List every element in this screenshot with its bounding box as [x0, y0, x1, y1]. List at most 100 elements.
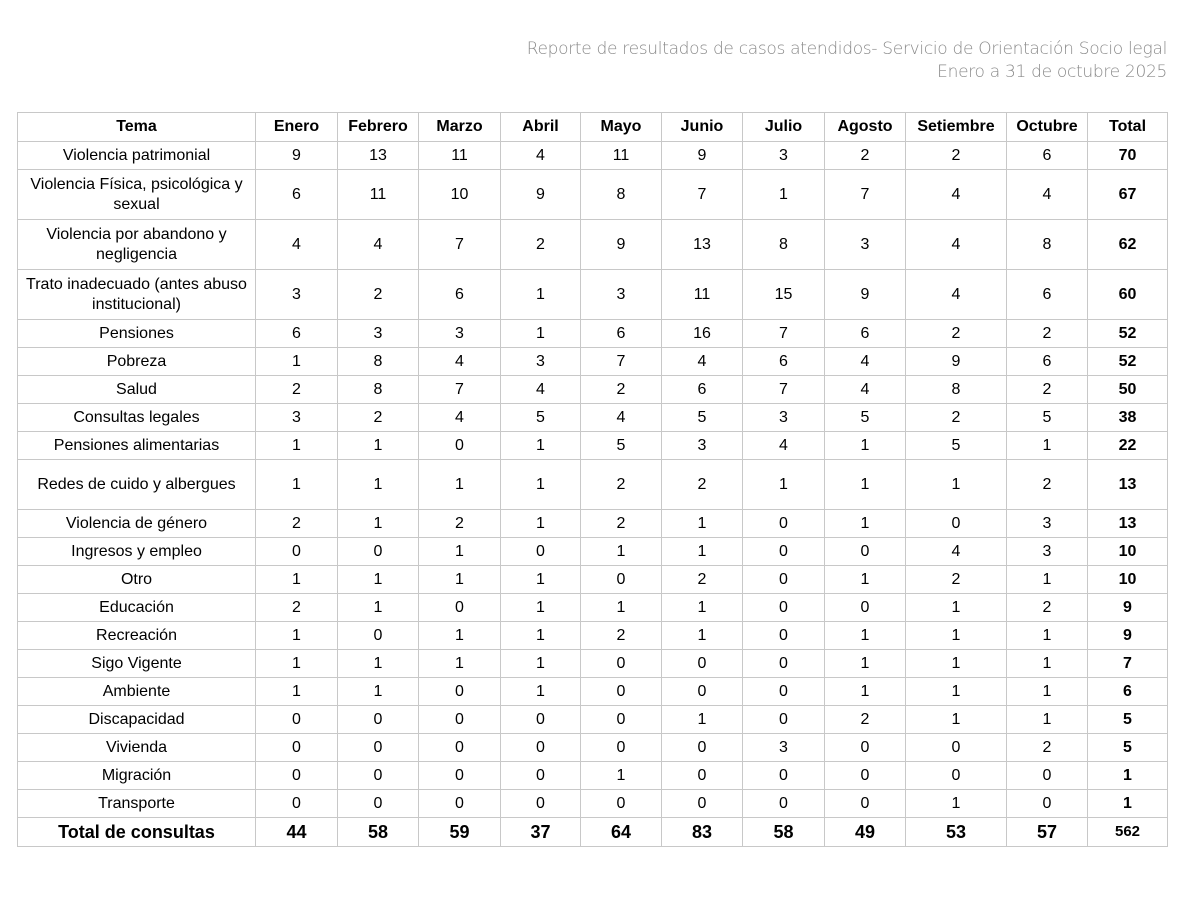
- month-value-cell: 5: [905, 431, 1007, 460]
- month-value-cell: 2: [661, 565, 743, 594]
- month-value-cell: 8: [580, 169, 662, 220]
- total-cell: 5: [1087, 733, 1168, 762]
- month-value-cell: 1: [824, 565, 906, 594]
- month-value-cell: 2: [580, 621, 662, 650]
- month-value-cell: 1: [580, 761, 662, 790]
- month-value-cell: 8: [742, 219, 825, 270]
- total-cell: 22: [1087, 431, 1168, 460]
- month-value-cell: 1: [418, 565, 501, 594]
- month-value-cell: 0: [824, 593, 906, 622]
- month-value-cell: 7: [742, 319, 825, 348]
- month-value-cell: 2: [824, 141, 906, 170]
- month-value-cell: 0: [661, 733, 743, 762]
- month-value-cell: 1: [1006, 565, 1088, 594]
- month-value-cell: 0: [337, 705, 419, 734]
- month-value-cell: 3: [1006, 537, 1088, 566]
- month-value-cell: 6: [742, 347, 825, 376]
- column-header: Abril: [500, 112, 581, 142]
- total-cell: 13: [1087, 459, 1168, 510]
- month-value-cell: 4: [418, 403, 501, 432]
- month-value-cell: 0: [742, 649, 825, 678]
- month-value-cell: 0: [418, 733, 501, 762]
- month-value-cell: 2: [337, 403, 419, 432]
- month-value-cell: 64: [580, 817, 662, 847]
- month-value-cell: 8: [905, 375, 1007, 404]
- month-value-cell: 1: [500, 565, 581, 594]
- month-value-cell: 6: [1006, 141, 1088, 170]
- month-value-cell: 2: [905, 319, 1007, 348]
- table-row: Transporte 0 0 0 0 0 0 0 0 1 0 1: [17, 789, 1168, 818]
- month-value-cell: 1: [500, 509, 581, 538]
- month-value-cell: 1: [905, 649, 1007, 678]
- month-value-cell: 1: [337, 431, 419, 460]
- month-value-cell: 0: [905, 733, 1007, 762]
- month-value-cell: 4: [500, 375, 581, 404]
- month-value-cell: 11: [661, 269, 743, 320]
- month-value-cell: 2: [337, 269, 419, 320]
- month-value-cell: 0: [500, 537, 581, 566]
- month-value-cell: 4: [500, 141, 581, 170]
- total-cell: 9: [1087, 621, 1168, 650]
- month-value-cell: 1: [661, 705, 743, 734]
- month-value-cell: 9: [500, 169, 581, 220]
- table-row: Pensiones alimentarias 1 1 0 1 5 3 4 1 5 1 22: [17, 431, 1168, 460]
- month-value-cell: 0: [824, 733, 906, 762]
- month-value-cell: 0: [742, 509, 825, 538]
- month-value-cell: 4: [580, 403, 662, 432]
- column-header: Marzo: [418, 112, 501, 142]
- table-row: Violencia Física, psicológica y sexual 6 1…: [17, 169, 1168, 220]
- month-value-cell: 1: [337, 677, 419, 706]
- month-value-cell: 5: [1006, 403, 1088, 432]
- month-value-cell: 1: [1006, 431, 1088, 460]
- tema-cell: Educación: [17, 593, 256, 622]
- table-row: Migración 0 0 0 0 1 0 0 0 0 0 1: [17, 761, 1168, 790]
- column-header: Enero: [255, 112, 338, 142]
- report-period: Enero a 31 de octubre 2025: [937, 62, 1167, 82]
- month-value-cell: 8: [337, 347, 419, 376]
- month-value-cell: 9: [255, 141, 338, 170]
- table-row: Violencia patrimonial 9 13 11 4 11 9 3 2 2 6 70: [17, 141, 1168, 170]
- total-cell: 9: [1087, 593, 1168, 622]
- total-cell: 1: [1087, 789, 1168, 818]
- month-value-cell: 6: [1006, 269, 1088, 320]
- month-value-cell: 0: [742, 789, 825, 818]
- month-value-cell: 1: [500, 649, 581, 678]
- month-value-cell: 0: [580, 565, 662, 594]
- month-value-cell: 1: [824, 459, 906, 510]
- month-value-cell: 0: [742, 677, 825, 706]
- month-value-cell: 6: [661, 375, 743, 404]
- month-value-cell: 0: [255, 537, 338, 566]
- total-cell: 70: [1087, 141, 1168, 170]
- month-value-cell: 0: [905, 509, 1007, 538]
- month-value-cell: 2: [418, 509, 501, 538]
- month-value-cell: 1: [255, 649, 338, 678]
- total-cell: 6: [1087, 677, 1168, 706]
- month-value-cell: 0: [418, 431, 501, 460]
- month-value-cell: 2: [1006, 459, 1088, 510]
- month-value-cell: 0: [742, 565, 825, 594]
- month-value-cell: 1: [500, 621, 581, 650]
- month-value-cell: 1: [1006, 649, 1088, 678]
- month-value-cell: 16: [661, 319, 743, 348]
- total-cell: 50: [1087, 375, 1168, 404]
- month-value-cell: 1: [905, 705, 1007, 734]
- table-row: Recreación 1 0 1 1 2 1 0 1 1 1 9: [17, 621, 1168, 650]
- column-header: Tema: [17, 112, 256, 142]
- month-value-cell: 3: [337, 319, 419, 348]
- month-value-cell: 1: [1006, 621, 1088, 650]
- month-value-cell: 3: [418, 319, 501, 348]
- month-value-cell: 8: [337, 375, 419, 404]
- month-value-cell: 2: [1006, 319, 1088, 348]
- month-value-cell: 57: [1006, 817, 1088, 847]
- total-cell: 10: [1087, 565, 1168, 594]
- month-value-cell: 4: [824, 347, 906, 376]
- month-value-cell: 1: [580, 593, 662, 622]
- month-value-cell: 1: [337, 593, 419, 622]
- month-value-cell: 0: [824, 537, 906, 566]
- month-value-cell: 11: [418, 141, 501, 170]
- month-value-cell: 0: [742, 537, 825, 566]
- total-cell: 67: [1087, 169, 1168, 220]
- month-value-cell: 2: [905, 565, 1007, 594]
- month-value-cell: 7: [580, 347, 662, 376]
- month-value-cell: 0: [661, 649, 743, 678]
